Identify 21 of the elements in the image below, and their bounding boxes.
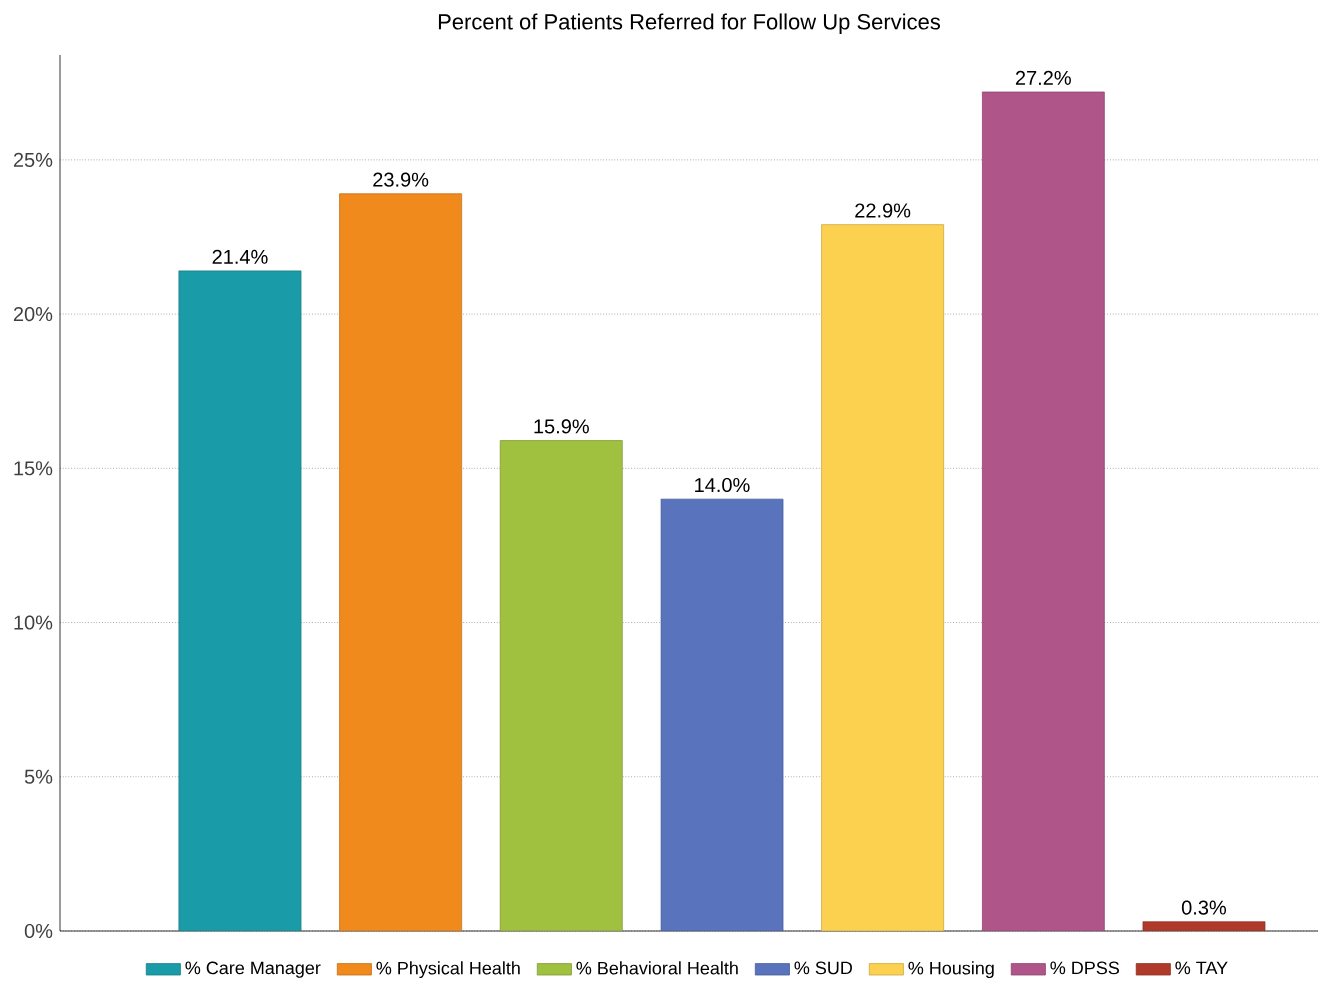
data-label: 22.9% (855, 203, 911, 218)
y-tick-label: 25% (13, 152, 53, 167)
data-label: 27.2% (1015, 70, 1071, 85)
y-tick-label: 5% (24, 769, 53, 784)
legend-label: % TAY (1175, 961, 1228, 975)
y-tick-label: 20% (13, 307, 53, 322)
data-label: 21.4% (212, 249, 268, 264)
legend-label: % SUD (794, 961, 852, 975)
y-tick-label: 15% (14, 461, 53, 476)
data-label: 0.3% (1181, 900, 1227, 915)
legend-label: % Housing (908, 961, 994, 979)
data-label: 23.9% (373, 172, 429, 187)
legend-label: % DPSS (1050, 961, 1120, 975)
chart-title: Percent of Patients Referred for Follow Up Services (438, 13, 940, 34)
y-tick-label: 0% (24, 923, 53, 939)
data-label: 14.0% (695, 477, 750, 493)
data-label: 15.9% (534, 419, 589, 434)
y-tick-label: 10% (14, 615, 53, 630)
legend-label: % Behavioral Health (576, 961, 738, 975)
legend-label: % Care Manager (185, 961, 321, 978)
legend-label: % Physical Health (376, 961, 520, 979)
